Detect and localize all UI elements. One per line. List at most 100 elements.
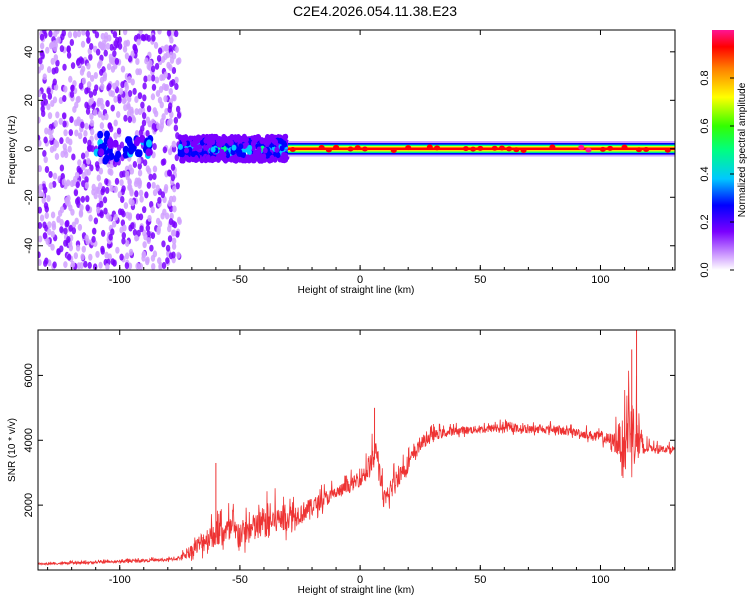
spectrogram-cell (85, 204, 90, 212)
spectrogram-cell (50, 57, 55, 65)
spectrogram-cell (174, 30, 179, 38)
spectrogram-cell (58, 96, 64, 104)
spectrogram-cell (101, 66, 106, 74)
spectrogram-cell (83, 129, 88, 137)
spectrogram-cell (146, 237, 151, 245)
spectrogram-ticks: -100 -50 0 50 100 -40 -20 0 20 40 (23, 30, 675, 286)
spectrogram-cell (87, 261, 92, 269)
spectrogram-cell (113, 132, 118, 140)
spectrogram-cell (39, 42, 45, 50)
spectrogram-cell (66, 45, 71, 53)
spectrogram-cell (43, 156, 48, 164)
colorbar-label: Normalized spectral amplitude (737, 82, 748, 217)
spectrogram-cell (51, 180, 57, 188)
spectrogram-cell (325, 147, 332, 153)
spectrogram-cell (48, 182, 54, 190)
spectrogram-cell (171, 242, 177, 250)
spectrogram-y-tick-label: 20 (23, 94, 35, 106)
spectrogram-cell (164, 44, 169, 52)
spectrogram-cell (74, 197, 80, 205)
spectrogram-cell (89, 119, 95, 127)
spectrogram-cell (141, 206, 147, 214)
spectrogram-cell (126, 136, 133, 145)
spectrogram-cell (166, 30, 172, 37)
spectrogram-cell (56, 215, 61, 223)
spectrogram-cell (275, 152, 281, 159)
spectrogram-cell (89, 74, 95, 82)
spectrogram-cell (143, 75, 148, 83)
spectrogram-cell (245, 154, 251, 161)
spectrogram-cell (50, 211, 56, 219)
spectrogram-cell (44, 165, 50, 173)
spectrogram-cell (165, 257, 170, 265)
spectrogram-cell (43, 202, 49, 210)
spectrogram-cell (77, 159, 82, 167)
spectrogram-cell (138, 263, 143, 270)
spectrogram-cell (112, 139, 119, 148)
spectrogram-cell (154, 62, 160, 70)
spectrogram-cell (127, 178, 132, 186)
spectrogram-cell (170, 78, 176, 86)
spectrogram-cell (134, 234, 139, 242)
spectrogram-cell (141, 112, 147, 120)
spectrogram-cell (165, 244, 171, 252)
spectrogram-cell (129, 167, 135, 175)
spectrogram-cell (289, 146, 296, 152)
spectrogram-cell (142, 94, 147, 102)
snr-y-tick-label: 6000 (23, 363, 35, 387)
spectrogram-cell (255, 134, 261, 141)
spectrogram-cell (139, 225, 144, 233)
spectrogram-cell (88, 144, 93, 152)
spectrogram-cell (470, 146, 477, 152)
spectrogram-cell (52, 261, 57, 269)
spectrogram-cell (46, 195, 51, 203)
spectrogram-cell (152, 189, 158, 197)
spectrogram-cell (50, 99, 55, 107)
spectrogram-cell (172, 205, 177, 213)
colorbar-tick-label: 0.2 (699, 214, 711, 229)
spectrogram-cell (59, 245, 64, 253)
spectrogram-cell (190, 151, 196, 158)
spectrogram-cell (254, 153, 260, 160)
spectrogram-cell (137, 108, 143, 116)
spectrogram-cell (79, 57, 85, 65)
spectrogram-cell (84, 122, 89, 130)
spectrogram-cell (170, 174, 176, 182)
spectrogram-cell (44, 257, 49, 265)
spectrogram-panel: -100 -50 0 50 100 -40 -20 0 20 40 Height of strai… (7, 29, 676, 296)
spectrogram-cell (60, 150, 65, 158)
spectrogram-cell (69, 116, 74, 124)
spectrogram-cell (154, 76, 160, 84)
spectrogram-cell (46, 87, 51, 95)
spectrogram-cell (94, 186, 100, 194)
spectrogram-cell (171, 67, 177, 75)
spectrogram-cell (150, 206, 155, 214)
spectrogram-cell (643, 147, 650, 153)
spectrogram-cell (108, 53, 114, 61)
spectrogram-cell (89, 97, 95, 105)
spectrogram-cell (174, 46, 179, 54)
spectrogram-cell (143, 233, 148, 241)
spectrogram-cell (124, 52, 130, 60)
spectrogram-cell (118, 87, 124, 95)
spectrogram-cell (157, 257, 162, 265)
spectrogram-cell (150, 74, 156, 82)
spectrogram-cell (93, 72, 99, 80)
spectrogram-cell (84, 181, 90, 189)
spectrogram-cell (121, 232, 127, 240)
spectrogram-cell (166, 169, 172, 177)
spectrogram-cell (88, 91, 94, 99)
spectrogram-cell (63, 239, 68, 247)
spectrogram-cell (113, 40, 118, 48)
spectrogram-cell (38, 235, 43, 243)
spectrogram-cell (96, 174, 101, 182)
spectrogram-cell (137, 179, 143, 187)
spectrogram-cell (120, 196, 125, 204)
spectrogram-cell (123, 202, 129, 210)
spectrogram-cell (38, 57, 43, 65)
spectrogram-cell (210, 146, 216, 153)
spectrogram-cell (98, 148, 105, 157)
spectrogram-cell (127, 76, 132, 84)
spectrogram-cell (192, 135, 198, 142)
spectrogram-cell (127, 116, 133, 124)
